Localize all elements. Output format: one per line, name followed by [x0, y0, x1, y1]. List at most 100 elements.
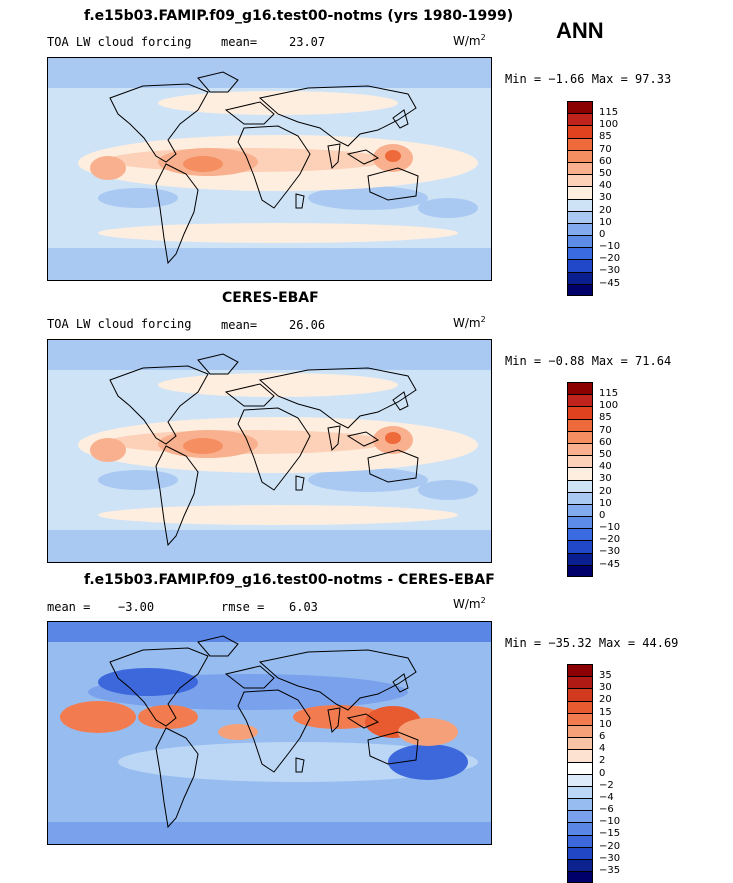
colorbar-swatch	[567, 516, 593, 529]
colorbar-tick-label: 10	[599, 216, 612, 228]
panel1-mean-label: mean=	[221, 35, 258, 49]
panel3-title: f.e15b03.FAMIP.f09_g16.test00-notms - CE…	[84, 572, 495, 588]
panel2-map	[47, 339, 492, 563]
colorbar-tick-label: 70	[599, 424, 612, 436]
panel2-mean-value: 26.06	[289, 318, 326, 332]
panel1-units: W/m2	[453, 33, 486, 48]
panel2-colorbar-labels: 115 100 85 70 60 50 40 30 20 10 0 −10 −20 −30 −45	[599, 388, 620, 571]
colorbar-swatch	[567, 442, 593, 456]
colorbar-tick-label: 40	[599, 180, 612, 192]
panel2-title: CERES-EBAF	[222, 290, 319, 306]
colorbar-swatch	[567, 785, 593, 799]
colorbar-swatch	[567, 125, 593, 138]
colorbar-tick-label: −6	[599, 804, 614, 816]
colorbar-swatch	[567, 761, 593, 774]
colorbar-swatch	[567, 834, 593, 847]
colorbar-swatch	[567, 552, 593, 565]
colorbar-tick-label: −30	[599, 852, 621, 864]
colorbar-tick-label: 2	[599, 755, 606, 767]
colorbar-tick-label: −2	[599, 779, 614, 791]
colorbar-tick-label: −30	[599, 546, 621, 558]
colorbar-tick-label: −20	[599, 253, 621, 265]
panel1-title: f.e15b03.FAMIP.f09_g16.test00-notms (yrs…	[84, 8, 514, 24]
colorbar-swatch	[567, 479, 593, 492]
panel1-colorbar-labels: 115 100 85 70 60 50 40 30 20 10 0 −10 −20 −30 −45	[599, 107, 620, 290]
colorbar-tick-label: −4	[599, 791, 614, 803]
colorbar-tick-label: −10	[599, 241, 621, 253]
colorbar-tick-label: −35	[599, 865, 621, 876]
colorbar-swatch	[567, 186, 593, 199]
panel3-units: W/m2	[453, 596, 486, 611]
colorbar-swatch	[567, 271, 593, 284]
colorbar-swatch	[567, 822, 593, 835]
colorbar-swatch	[567, 712, 593, 725]
colorbar-swatch	[567, 149, 593, 162]
colorbar-swatch	[567, 503, 593, 517]
colorbar-tick-label: 35	[599, 670, 612, 681]
colorbar-tick-label: 60	[599, 436, 612, 448]
colorbar-swatch	[567, 113, 593, 126]
colorbar-swatch	[567, 406, 593, 419]
colorbar-swatch	[567, 235, 593, 248]
colorbar-swatch	[567, 540, 593, 553]
colorbar-tick-label: 10	[599, 718, 612, 730]
panel2-variable-label: TOA LW cloud forcing	[47, 317, 192, 331]
colorbar-tick-label: 6	[599, 730, 606, 742]
colorbar-swatch	[567, 137, 593, 150]
panel3-mean-label: mean =	[47, 600, 91, 614]
colorbar-swatch	[567, 247, 593, 260]
colorbar-tick-label: 115	[599, 107, 619, 118]
colorbar-tick-label: −10	[599, 522, 621, 534]
colorbar-swatch	[567, 161, 593, 175]
colorbar-swatch	[567, 773, 593, 786]
colorbar-swatch	[567, 430, 593, 443]
panel2-mean-label: mean=	[221, 318, 258, 332]
colorbar-swatch	[567, 676, 593, 689]
colorbar-tick-label: −20	[599, 534, 621, 546]
panel3-colorbar	[567, 664, 593, 883]
colorbar-swatch	[567, 688, 593, 701]
panel3-colorbar-labels: 35 30 20 15 10 6 4 2 0 −2 −4 −6 −10 −15 −20 −30 −35	[599, 670, 620, 877]
panel1-variable-label: TOA LW cloud forcing	[47, 35, 192, 49]
colorbar-swatch	[567, 700, 593, 713]
colorbar-swatch	[567, 210, 593, 223]
colorbar-swatch	[567, 724, 593, 738]
colorbar-swatch	[567, 467, 593, 480]
colorbar-swatch	[567, 491, 593, 504]
colorbar-tick-label: 50	[599, 448, 612, 460]
colorbar-tick-label: 20	[599, 694, 612, 706]
colorbar-tick-label: 0	[599, 228, 606, 240]
colorbar-swatch	[567, 455, 593, 468]
colorbar-swatch	[567, 798, 593, 811]
panel3-minmax: Min = −35.32 Max = 44.69	[505, 636, 679, 650]
colorbar-tick-label: 0	[599, 509, 606, 521]
colorbar-swatch	[567, 283, 593, 296]
colorbar-swatch	[567, 564, 593, 577]
panel1-map	[47, 57, 492, 281]
colorbar-swatch	[567, 259, 593, 272]
colorbar-swatch	[567, 664, 593, 677]
colorbar-tick-label: 30	[599, 192, 612, 204]
colorbar-swatch	[567, 222, 593, 236]
colorbar-swatch	[567, 198, 593, 211]
panel3-map	[47, 621, 492, 845]
colorbar-tick-label: −45	[599, 558, 621, 570]
panel1-minmax: Min = −1.66 Max = 97.33	[505, 72, 672, 86]
colorbar-tick-label: −45	[599, 277, 621, 289]
colorbar-swatch	[567, 394, 593, 407]
colorbar-tick-label: 100	[599, 400, 619, 412]
colorbar-swatch	[567, 528, 593, 541]
colorbar-tick-label: 0	[599, 767, 606, 779]
panel1-colorbar	[567, 101, 593, 296]
colorbar-swatch	[567, 382, 593, 395]
colorbar-swatch	[567, 810, 593, 823]
panel1-mean-value: 23.07	[289, 35, 326, 49]
colorbar-tick-label: −30	[599, 265, 621, 277]
colorbar-tick-label: 20	[599, 204, 612, 216]
colorbar-tick-label: 30	[599, 682, 612, 694]
panel3-rmse-value: 6.03	[289, 600, 318, 614]
colorbar-tick-label: 4	[599, 743, 606, 755]
colorbar-tick-label: 85	[599, 412, 612, 424]
colorbar-swatch	[567, 418, 593, 431]
panel3-mean-value: −3.00	[118, 600, 155, 614]
